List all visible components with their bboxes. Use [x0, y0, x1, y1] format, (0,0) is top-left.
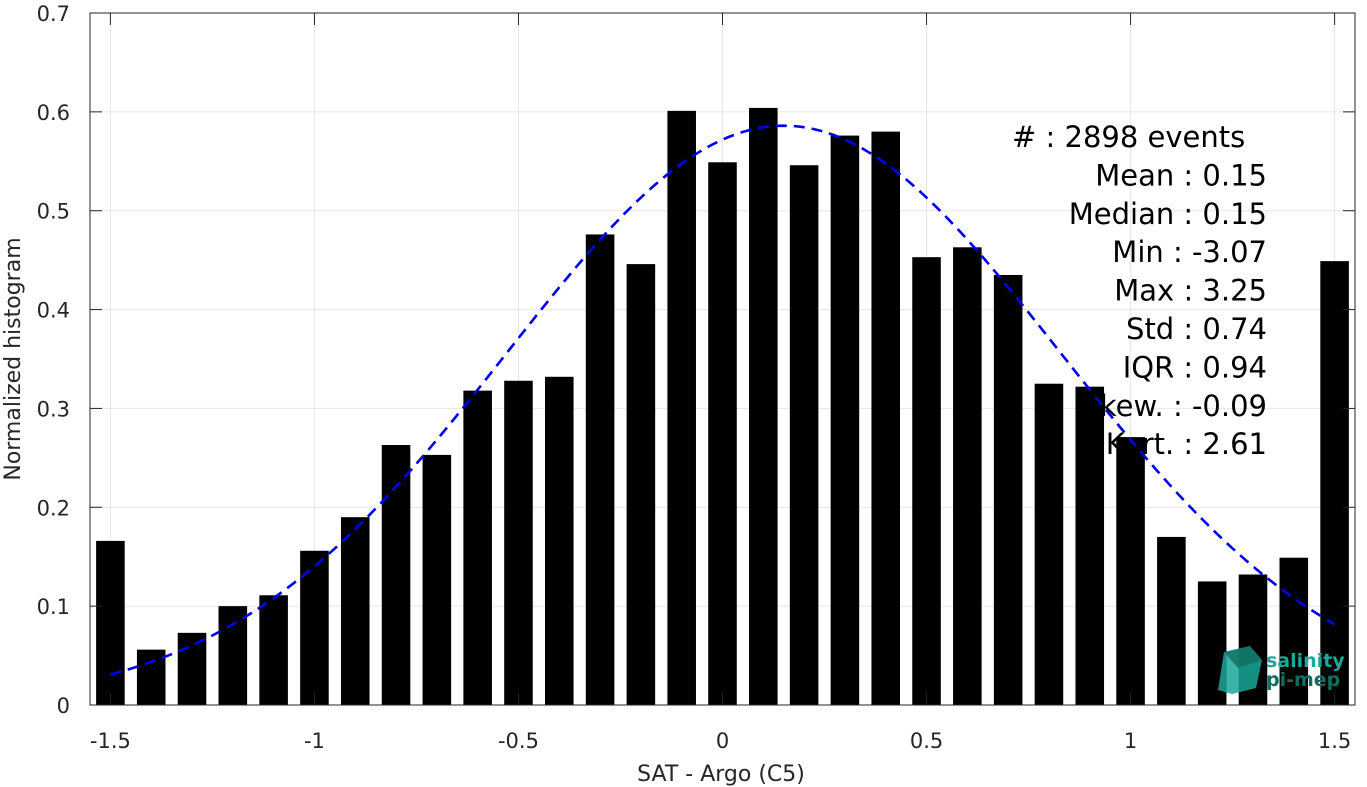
stat-line: Std : 0.74 — [1126, 312, 1267, 346]
y-tick-label: 0.5 — [37, 200, 70, 224]
histogram-bar — [422, 454, 452, 705]
histogram-bar — [1320, 261, 1349, 705]
histogram-bar — [830, 135, 860, 705]
stat-line: Median : 0.15 — [1069, 197, 1267, 231]
histogram-bar — [96, 540, 125, 705]
gaussian-fit-curve — [110, 124, 1336, 676]
histogram-bar — [1116, 437, 1145, 705]
histogram-bar — [300, 550, 329, 705]
x-tick-label: -1.5 — [90, 729, 131, 753]
x-axis-label: SAT - Argo (C5) — [637, 762, 805, 787]
y-tick-labels: 0 0.1 0.2 0.3 0.4 0.5 0.6 0.7 — [37, 2, 70, 718]
x-tick-label: -1 — [304, 729, 325, 753]
histogram-bar — [1075, 386, 1105, 705]
histogram-bar — [340, 517, 370, 705]
statistics-box: # : 2898 events Mean : 0.15 Median : 0.15 M… — [1012, 120, 1267, 461]
stat-line: Skew. : -0.09 — [1081, 389, 1267, 423]
histogram-bar — [1034, 383, 1064, 705]
histogram-bar — [177, 632, 207, 705]
y-tick-label: 0.4 — [37, 299, 70, 323]
y-tick-label: 0 — [57, 694, 70, 718]
x-tick-label: 1.5 — [1318, 729, 1351, 753]
stat-line: IQR : 0.94 — [1123, 350, 1267, 384]
y-tick-label: 0.1 — [37, 595, 70, 619]
histogram-bar — [136, 649, 166, 705]
y-axis-label: Normalized histogram — [1, 237, 26, 480]
stat-count-line: # : 2898 events — [1012, 120, 1245, 154]
y-tick-label: 0.3 — [37, 397, 70, 421]
histogram-bar — [504, 380, 533, 705]
histogram-bar — [1279, 557, 1309, 705]
histogram-bar — [626, 264, 656, 705]
histogram-bar — [789, 165, 819, 706]
x-tick-labels: -1.5 -1 -0.5 0 0.5 1 1.5 — [90, 729, 1351, 753]
stat-line: Kurt. : 2.61 — [1106, 427, 1267, 461]
y-tick-label: 0.6 — [37, 101, 70, 125]
stat-line: Mean : 0.15 — [1095, 158, 1267, 192]
histogram-bar — [667, 110, 696, 705]
stat-line: Min : -3.07 — [1112, 235, 1267, 269]
axis-ticks — [90, 12, 1355, 706]
histogram-bar — [381, 445, 411, 705]
histogram-bar — [463, 390, 492, 705]
histogram-bar — [218, 606, 248, 705]
histogram-bar — [585, 234, 615, 705]
histogram-bar — [1157, 536, 1186, 705]
histogram-bar — [259, 595, 288, 705]
x-tick-label: 1 — [1124, 729, 1137, 753]
salinity-pi-mep-logo: salinity pi-mep — [1218, 646, 1345, 694]
histogram-bar — [993, 274, 1023, 705]
y-tick-label: 0.2 — [37, 496, 70, 520]
histogram-bar — [871, 131, 901, 706]
histogram-bar — [708, 162, 737, 705]
logo-emblem-shade — [1224, 646, 1262, 668]
stat-line: Max : 3.25 — [1114, 274, 1267, 308]
x-tick-label: 0 — [716, 729, 729, 753]
histogram-bar — [953, 247, 982, 705]
histogram-bar — [912, 257, 941, 705]
y-tick-label: 0.7 — [37, 2, 70, 26]
x-tick-label: -0.5 — [498, 729, 539, 753]
logo-text-pi-mep: pi-mep — [1266, 669, 1340, 691]
x-tick-label: 0.5 — [910, 729, 943, 753]
histogram-bar — [544, 376, 574, 705]
logo-text-salinity: salinity — [1266, 650, 1345, 672]
histogram-bar — [749, 107, 778, 706]
histogram-bars — [96, 107, 1349, 706]
